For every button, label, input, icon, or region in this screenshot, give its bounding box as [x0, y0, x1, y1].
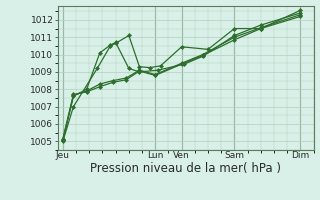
X-axis label: Pression niveau de la mer( hPa ): Pression niveau de la mer( hPa )	[90, 162, 281, 175]
